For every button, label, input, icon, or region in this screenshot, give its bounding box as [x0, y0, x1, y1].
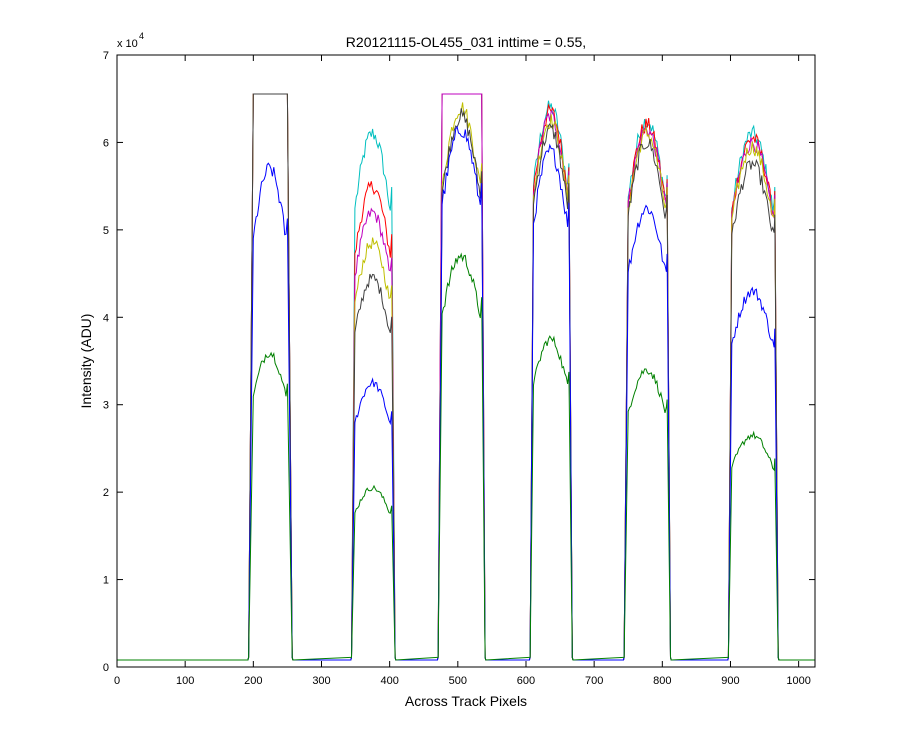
axes-frame: [116, 54, 816, 668]
x-tick-label: 0: [114, 675, 120, 687]
series-line-5: [117, 93, 815, 661]
x-tick-label: 200: [244, 675, 262, 687]
y-axis-label: Intensity (ADU): [78, 314, 94, 409]
x-tick-label: 100: [176, 675, 194, 687]
y-exponent-power: 4: [139, 31, 144, 41]
x-tick-label: 1000: [786, 675, 810, 687]
y-tick-label: 3: [103, 400, 109, 412]
chart-title: R20121115-OL455_031 inttime = 0.55,: [346, 34, 586, 50]
y-tick-label: 7: [103, 50, 109, 62]
x-tick-label: 700: [585, 675, 603, 687]
y-tick-label: 6: [103, 137, 109, 149]
x-tick-label: 500: [449, 675, 467, 687]
series-line-3: [117, 93, 815, 661]
y-tick-label: 1: [103, 575, 109, 587]
y-tick-label: 0: [103, 662, 109, 674]
series-line-6: [117, 125, 815, 661]
axes-layer: 0 100 200 300 400 500 600 700 800 900 1000 0 1 2 3 4 5 6 7: [103, 50, 816, 687]
plot-area: [117, 55, 815, 667]
x-tick-label: 800: [653, 675, 671, 687]
x-axis-label: Across Track Pixels: [405, 693, 527, 709]
y-tick-label: 4: [103, 312, 109, 324]
x-tick-label: 600: [517, 675, 535, 687]
y-tick-label: 2: [103, 487, 109, 499]
y-exponent-label: x 10: [117, 38, 138, 50]
x-tick-label: 300: [312, 675, 330, 687]
x-tick-label: 400: [380, 675, 398, 687]
series-line-7: [117, 252, 815, 661]
series-layer: [117, 93, 815, 661]
x-tick-label: 900: [721, 675, 739, 687]
y-tick-label: 5: [103, 225, 109, 237]
